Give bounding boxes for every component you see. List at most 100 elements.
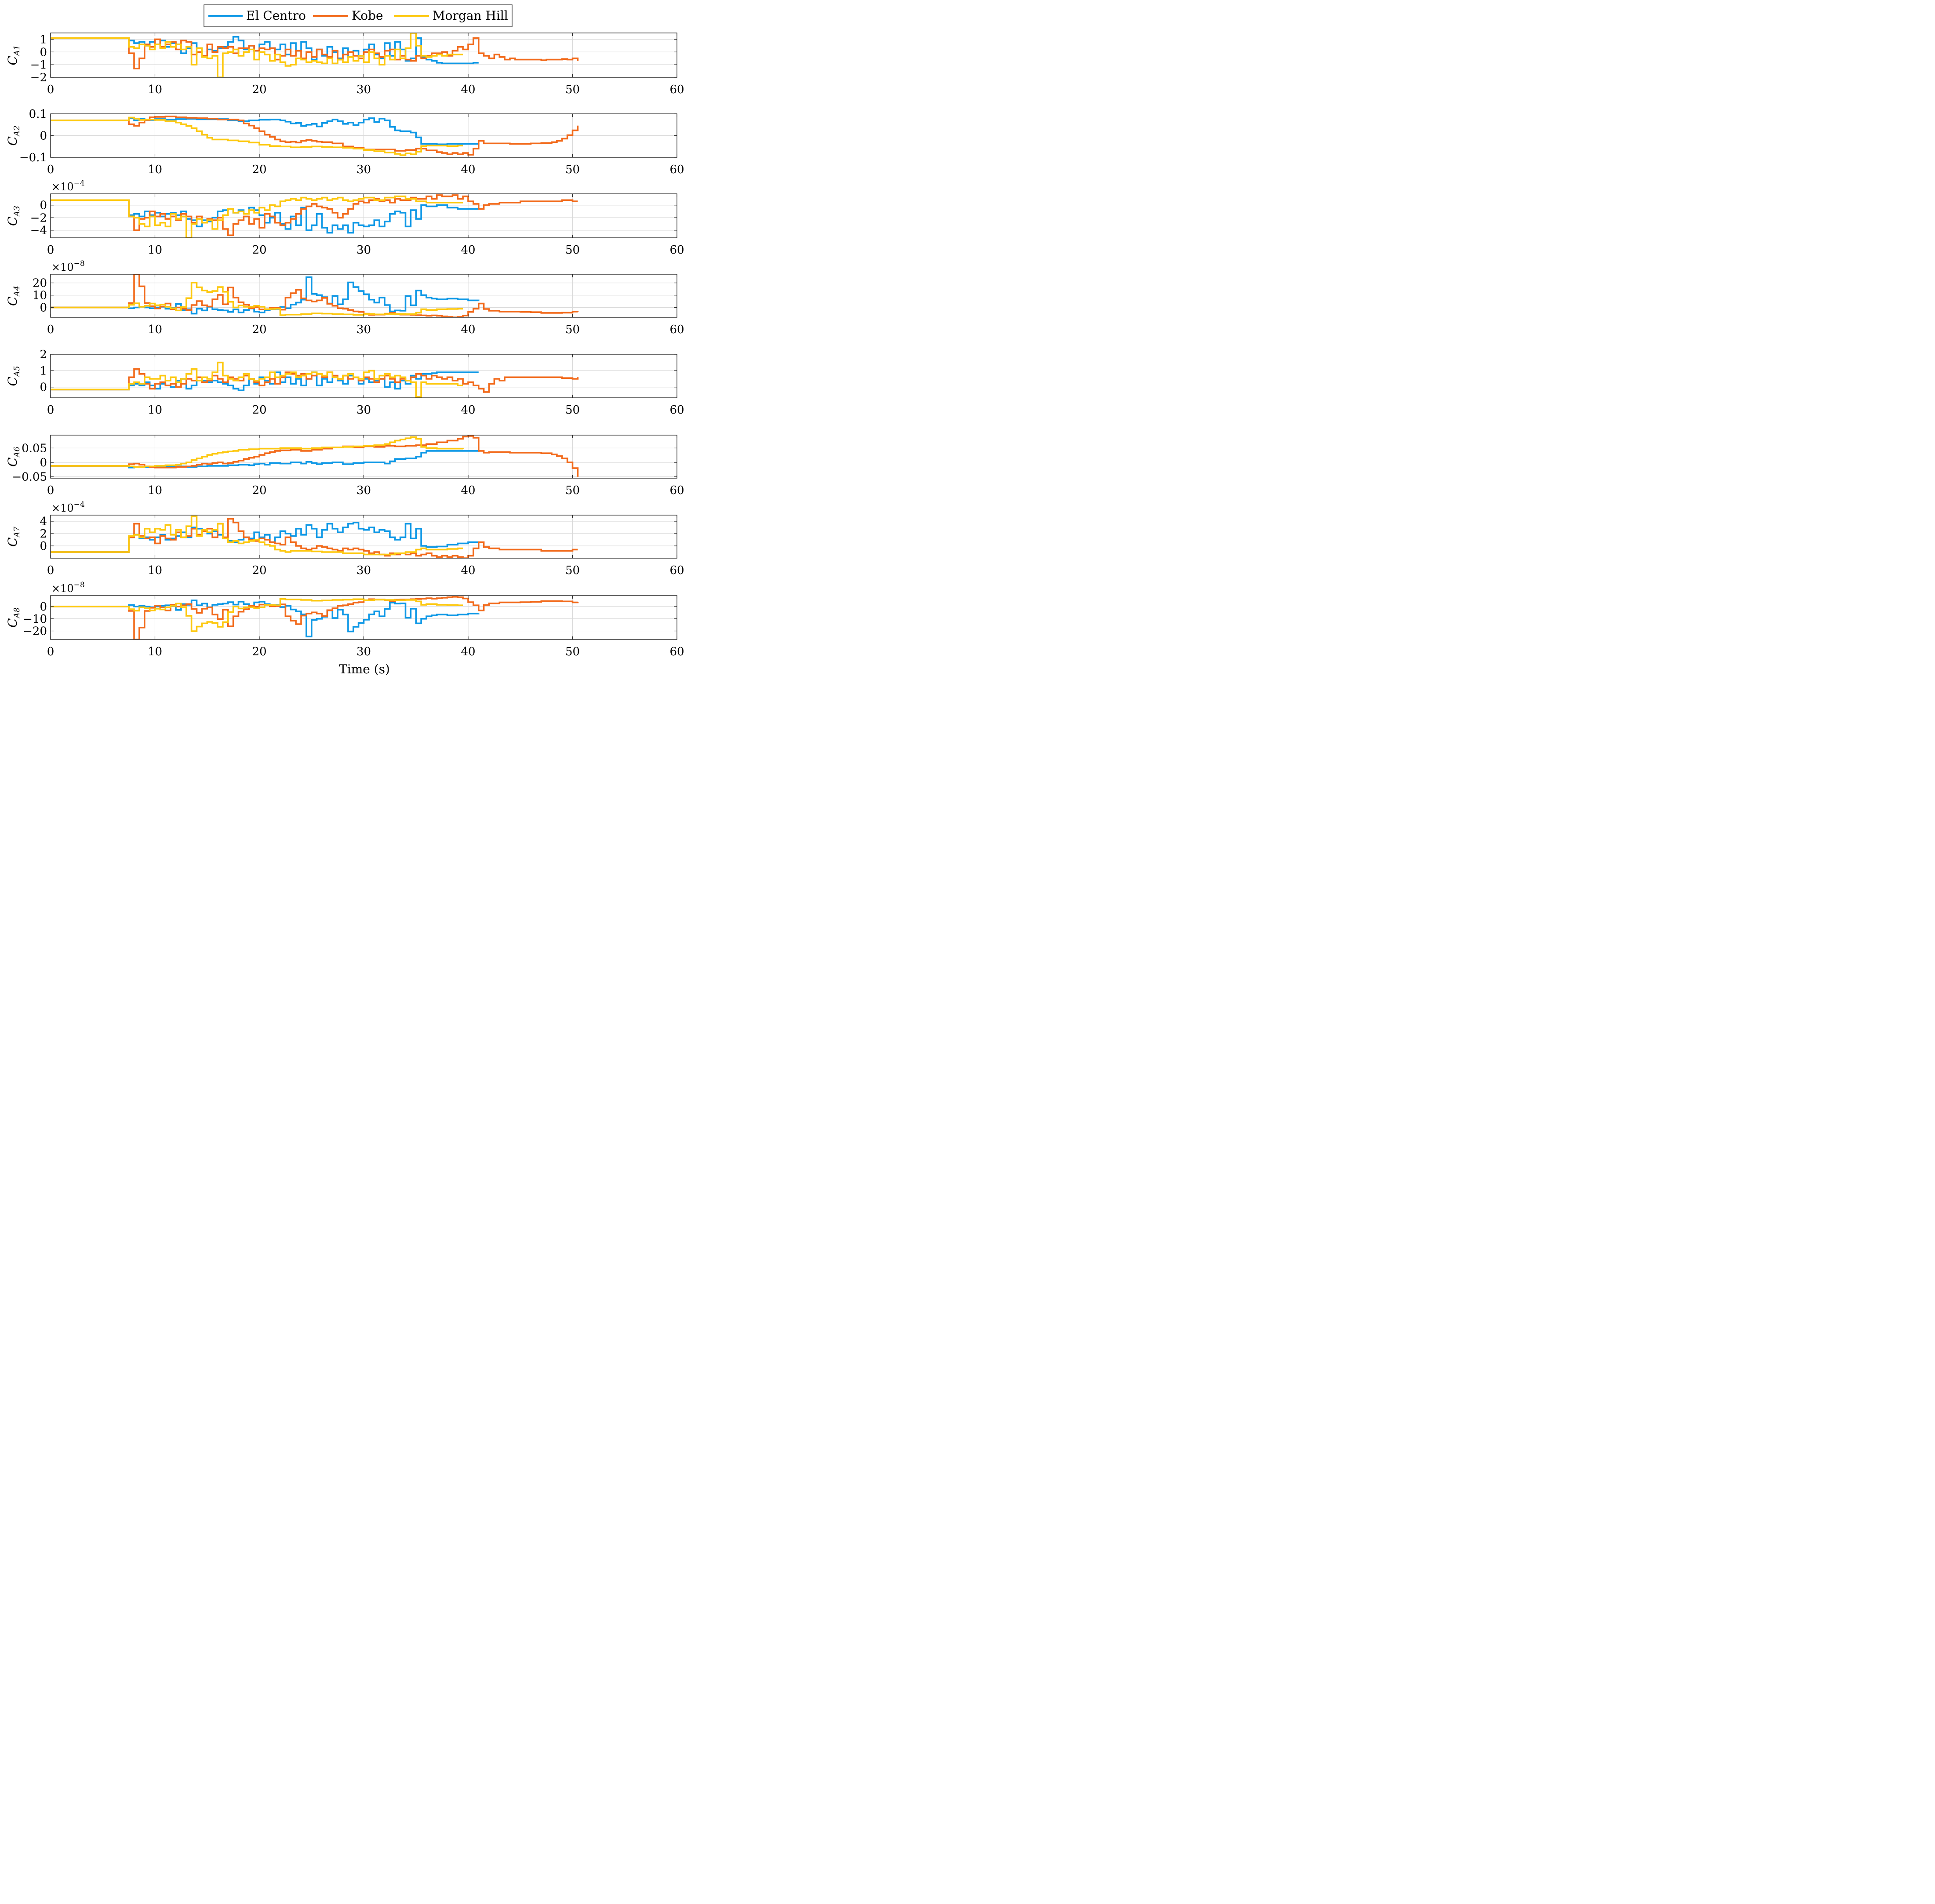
series-line-el-centro <box>51 450 480 469</box>
axis-exponent-multiplier: ×10−8 <box>51 581 85 595</box>
x-tick-label: 50 <box>565 163 580 176</box>
y-tick-label: 2 <box>40 348 47 361</box>
x-tick-label: 60 <box>669 645 684 658</box>
legend-box <box>204 4 513 27</box>
y-axis-label: CA3 <box>5 206 22 226</box>
legend: El Centro Kobe Morgan Hill <box>204 4 513 27</box>
series-line-morgan-hill <box>51 282 463 316</box>
y-tick-label: 0 <box>40 46 47 59</box>
y-axis-label-main: C <box>5 217 20 226</box>
x-tick-label: 60 <box>669 83 684 96</box>
y-axis-label: CA2 <box>5 126 22 146</box>
y-tick-label: 1 <box>40 33 47 46</box>
axis-exponent-base: ×10 <box>51 502 74 514</box>
x-tick-label: 0 <box>47 484 55 497</box>
x-tick-label: 40 <box>461 83 475 96</box>
x-tick-label: 30 <box>356 484 371 497</box>
series-line-morgan-hill <box>51 195 463 238</box>
y-axis-label-main: C <box>5 136 20 145</box>
legend-label-el-centro: El Centro <box>246 8 306 23</box>
series-line-kobe <box>51 596 579 640</box>
x-tick-label: 60 <box>669 564 684 577</box>
y-tick-label: 20 <box>33 277 47 290</box>
x-tick-label: 40 <box>461 323 475 336</box>
series-line-morgan-hill <box>51 436 464 468</box>
series-line-morgan-hill <box>51 116 463 156</box>
legend-label-morgan-hill: Morgan Hill <box>433 8 508 23</box>
axis-exponent-base: ×10 <box>51 181 74 193</box>
x-tick-label: 60 <box>669 403 684 417</box>
y-tick-label: 1 <box>40 364 47 378</box>
y-axis-label: CA1 <box>5 45 22 65</box>
y-axis-label-subscript: A3 <box>12 206 22 217</box>
x-tick-label: 10 <box>148 323 162 336</box>
y-axis-label-main: C <box>5 618 20 628</box>
x-tick-label: 20 <box>252 83 266 96</box>
y-tick-label: −2 <box>30 71 47 84</box>
x-tick-label: 20 <box>252 163 266 176</box>
series-line-el-centro <box>51 36 479 65</box>
x-tick-label: 50 <box>565 403 580 417</box>
x-tick-label: 20 <box>252 403 266 417</box>
x-tick-label: 0 <box>47 564 55 577</box>
axis-exponent-base: ×10 <box>51 261 74 273</box>
x-tick-label: 10 <box>148 163 162 176</box>
x-tick-label: 30 <box>356 163 371 176</box>
x-tick-label: 30 <box>356 564 371 577</box>
x-tick-label: 0 <box>47 323 55 336</box>
series-group <box>51 361 579 398</box>
y-tick-label: 2 <box>40 527 47 541</box>
y-axis-label-subscript: A6 <box>12 447 22 458</box>
x-tick-label: 50 <box>565 484 580 497</box>
axis-exponent-base: ×10 <box>51 582 74 595</box>
x-tick-label: 50 <box>565 645 580 658</box>
y-tick-label: −0.05 <box>12 471 47 484</box>
x-axis-label: Time (s) <box>339 662 390 676</box>
x-tick-label: 30 <box>356 645 371 658</box>
x-tick-label: 60 <box>669 243 684 257</box>
x-tick-label: 60 <box>669 484 684 497</box>
x-tick-label: 30 <box>356 83 371 96</box>
y-axis-label-main: C <box>5 377 20 386</box>
x-tick-label: 50 <box>565 83 580 96</box>
y-tick-label: −4 <box>30 224 47 237</box>
y-axis-label: CA6 <box>5 447 22 467</box>
x-tick-label: 50 <box>565 323 580 336</box>
x-tick-label: 40 <box>461 484 475 497</box>
x-tick-label: 40 <box>461 403 475 417</box>
y-tick-label: −2 <box>30 211 47 225</box>
x-tick-label: 10 <box>148 645 162 658</box>
y-tick-label: 10 <box>33 289 47 302</box>
series-line-kobe <box>51 194 578 236</box>
y-axis-label-main: C <box>5 538 20 547</box>
y-tick-label: 0.05 <box>22 442 47 455</box>
series-line-el-centro <box>51 276 480 315</box>
series-line-el-centro <box>51 371 479 391</box>
y-tick-label: 0.1 <box>29 108 47 121</box>
y-axis-label-main: C <box>5 297 20 306</box>
x-tick-label: 60 <box>669 323 684 336</box>
x-tick-label: 40 <box>461 564 475 577</box>
y-tick-label: 0 <box>40 600 47 614</box>
y-axis-label-subscript: A7 <box>12 527 22 538</box>
y-tick-label: −20 <box>23 625 47 638</box>
series-group <box>51 274 579 317</box>
series-line-kobe <box>51 116 579 156</box>
x-tick-label: 0 <box>47 645 55 658</box>
axis-exponent-multiplier: ×10−8 <box>51 259 85 273</box>
x-tick-label: 20 <box>252 645 266 658</box>
legend-label-kobe: Kobe <box>352 8 383 23</box>
x-tick-label: 30 <box>356 243 371 257</box>
x-tick-label: 20 <box>252 243 266 257</box>
axis-exponent-multiplier: ×10−4 <box>51 500 85 514</box>
series-line-el-centro <box>51 199 479 234</box>
y-axis-label-subscript: A4 <box>12 286 22 297</box>
series-line-morgan-hill <box>51 361 463 398</box>
x-tick-label: 40 <box>461 243 475 257</box>
